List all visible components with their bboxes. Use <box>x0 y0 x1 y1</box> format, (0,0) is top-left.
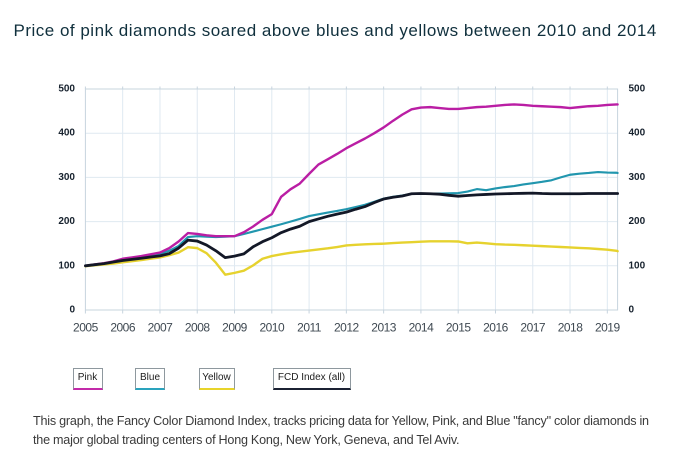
svg-text:2018: 2018 <box>558 320 584 334</box>
svg-text:2007: 2007 <box>148 320 174 334</box>
svg-text:2010: 2010 <box>259 320 285 334</box>
svg-text:500: 500 <box>58 84 75 95</box>
svg-text:400: 400 <box>58 128 75 139</box>
svg-text:300: 300 <box>58 172 75 183</box>
svg-text:2014: 2014 <box>409 320 435 334</box>
svg-text:2012: 2012 <box>334 320 360 334</box>
svg-text:100: 100 <box>58 260 75 271</box>
svg-text:200: 200 <box>58 216 75 227</box>
svg-text:400: 400 <box>629 128 646 139</box>
svg-text:2011: 2011 <box>297 320 322 334</box>
svg-text:2009: 2009 <box>222 320 248 334</box>
svg-text:2019: 2019 <box>595 320 621 334</box>
svg-text:2013: 2013 <box>371 320 397 334</box>
svg-text:200: 200 <box>629 216 646 227</box>
svg-text:500: 500 <box>629 84 646 95</box>
svg-text:0: 0 <box>629 305 635 316</box>
svg-text:2017: 2017 <box>520 320 546 334</box>
svg-text:300: 300 <box>629 172 646 183</box>
svg-text:2006: 2006 <box>110 320 136 334</box>
svg-text:2008: 2008 <box>185 320 211 334</box>
svg-text:100: 100 <box>629 260 646 271</box>
svg-text:2015: 2015 <box>446 320 472 334</box>
svg-text:0: 0 <box>69 305 75 316</box>
svg-text:2016: 2016 <box>483 320 509 334</box>
svg-text:2005: 2005 <box>73 320 99 334</box>
